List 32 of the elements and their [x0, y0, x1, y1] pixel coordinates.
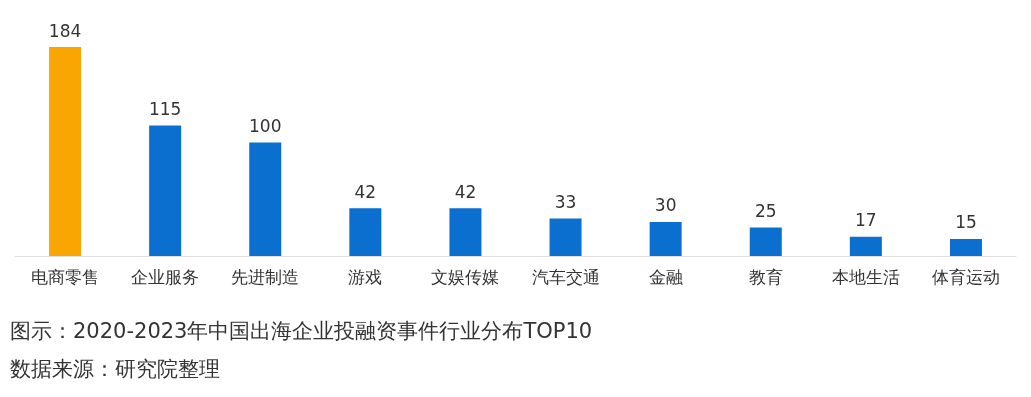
data-label: 42: [454, 181, 477, 202]
bar: [149, 125, 182, 256]
data-label: 30: [654, 195, 677, 216]
x-tick-label: 文娱传媒: [431, 266, 500, 287]
x-tick-label: 电商零售: [31, 266, 100, 287]
x-tick-label: 先进制造: [231, 266, 300, 287]
bar: [749, 227, 782, 256]
data-label: 42: [354, 181, 377, 202]
bar: [949, 238, 982, 256]
source-note: 数据来源：研究院整理: [10, 356, 220, 381]
x-tick-label: 游戏: [348, 266, 383, 287]
data-label: 17: [855, 210, 877, 231]
text: 图示：2020-2023年中国出海企业投融资事件行业分布TOP10: [10, 318, 593, 343]
bar: [549, 218, 582, 256]
bar: [649, 221, 682, 256]
bar: [449, 208, 482, 256]
data-label: 15: [955, 212, 977, 233]
x-tick-label: 体育运动: [931, 266, 1000, 287]
bar: [49, 47, 82, 256]
bar: [349, 208, 382, 256]
x-tick-label: 企业服务: [131, 266, 200, 287]
data-label: 184: [48, 20, 82, 41]
x-tick-label: 汽车交通: [531, 266, 600, 287]
x-tick-label: 教育: [748, 266, 783, 287]
bar: [849, 236, 882, 256]
data-label: 25: [754, 201, 777, 222]
x-tick-label: 金融: [648, 266, 683, 287]
data-label: 33: [554, 192, 577, 213]
data-label: 100: [249, 115, 282, 136]
x-tick-label: 本地生活: [831, 266, 900, 287]
data-label: 115: [148, 98, 182, 119]
bar: [249, 142, 282, 256]
